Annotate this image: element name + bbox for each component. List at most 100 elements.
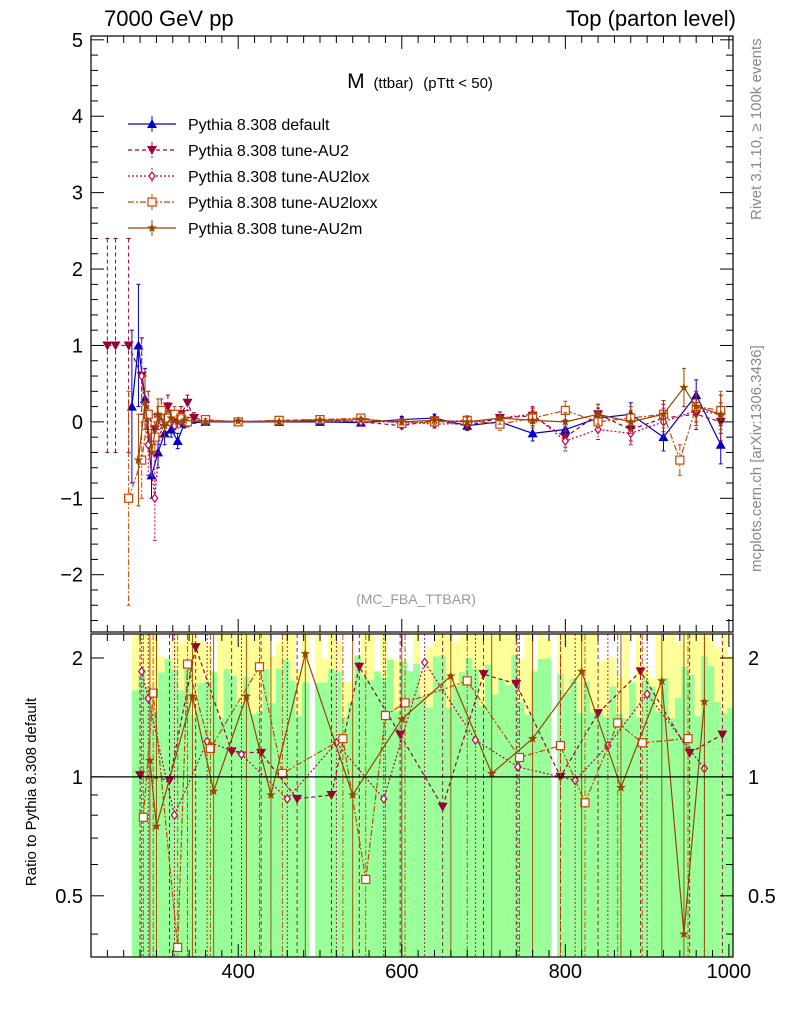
data-point — [172, 416, 183, 426]
ratio-point — [635, 667, 646, 677]
legend-label: Pythia 8.308 tune-AU2loxx — [188, 195, 377, 212]
ratio-point — [170, 810, 179, 821]
band-stat — [727, 707, 733, 957]
band-stat — [648, 686, 656, 957]
band-stat — [668, 718, 676, 957]
ratio-point — [208, 786, 219, 796]
band-stat — [602, 716, 611, 957]
legend-label: Pythia 8.308 tune-AU2 — [188, 143, 349, 160]
ratio-point — [400, 698, 410, 708]
band-stat — [328, 669, 336, 957]
y-tick-label: 2 — [72, 259, 83, 281]
ratio-point — [657, 675, 667, 685]
data-point — [495, 413, 505, 423]
ratio-point — [241, 691, 252, 701]
band-stat — [288, 680, 296, 957]
ratio-point — [226, 747, 237, 757]
ratio-point — [348, 790, 358, 799]
ratio-point — [699, 696, 710, 706]
ratio-y-tick-label: 1 — [72, 767, 83, 789]
band-stat — [426, 707, 434, 957]
ratio-y-tick-label-right: 2 — [748, 648, 759, 670]
ratio-point — [266, 790, 276, 799]
legend-marker — [147, 119, 157, 128]
band-stat — [472, 668, 480, 957]
main-frame — [90, 35, 734, 633]
data-point — [153, 447, 164, 457]
ratio-point — [616, 782, 626, 792]
y-tick-label: 1 — [72, 335, 83, 357]
band-stat — [642, 679, 650, 957]
band-stat — [537, 659, 545, 957]
band-stat — [131, 690, 139, 957]
band-stat — [445, 707, 453, 957]
band-stat — [347, 702, 355, 957]
band-stat — [524, 714, 532, 957]
band-stat — [583, 681, 591, 957]
data-point — [200, 416, 211, 426]
data-point — [691, 401, 701, 411]
ratio-point — [361, 874, 371, 885]
y-tick-label: −1 — [60, 488, 83, 510]
analysis-label: (MC_FBA_TTBAR) — [356, 591, 476, 607]
band-stat — [387, 659, 395, 957]
band-stat — [694, 716, 702, 957]
ratio-y-tick-label: 0.5 — [55, 886, 83, 908]
uncertainty-band — [131, 634, 733, 957]
ratio-point — [354, 662, 365, 672]
x-tick-label: 800 — [549, 961, 582, 983]
data-point — [679, 382, 689, 392]
y-tick-label: 5 — [72, 30, 83, 52]
data-point — [156, 405, 166, 416]
band-stat — [544, 658, 552, 957]
band-stat — [158, 672, 166, 957]
band-stat — [380, 677, 388, 957]
data-point — [658, 409, 669, 419]
y-tick-label: 4 — [72, 106, 83, 128]
main-series — [102, 237, 726, 606]
band-stat — [707, 665, 715, 957]
data-point — [110, 341, 121, 351]
legend-label: Pythia 8.308 tune-AU2m — [188, 221, 362, 238]
ratio-point — [135, 771, 146, 781]
band-stat — [674, 697, 682, 957]
data-point — [102, 341, 113, 351]
band-stat — [589, 712, 597, 957]
band-stat — [491, 694, 499, 957]
band-stat — [269, 703, 277, 957]
band-stat — [321, 682, 329, 957]
data-point — [179, 415, 189, 425]
ratio-point — [446, 671, 456, 681]
ratio-point — [277, 768, 287, 779]
band-stat — [315, 682, 323, 957]
ratio-point — [283, 793, 292, 804]
band-stat — [655, 711, 663, 957]
band-stat — [629, 682, 637, 957]
band-stat — [465, 658, 473, 957]
ratio-point — [173, 942, 183, 953]
ratio-point — [205, 743, 216, 754]
legend: Pythia 8.308 default Pythia 8.308 tune-AU… — [128, 116, 377, 238]
ratio-point — [555, 741, 566, 751]
data-point — [146, 447, 157, 457]
data-point — [189, 414, 200, 424]
data-point — [397, 416, 407, 426]
band-stat — [720, 712, 728, 957]
ratio-point — [138, 812, 148, 822]
data-point — [123, 341, 134, 351]
ratio-series-2 — [138, 634, 693, 957]
ratio-point — [380, 710, 391, 721]
band-stat — [432, 656, 440, 957]
ratio-point — [326, 790, 337, 800]
ratio-point — [187, 691, 198, 701]
band-stat — [249, 714, 257, 957]
legend-entry-2: Pythia 8.308 tune-AU2lox — [128, 168, 369, 186]
legend-marker — [148, 171, 156, 181]
data-point — [356, 414, 366, 424]
legend-entry-4: Pythia 8.308 tune-AU2m — [128, 220, 362, 238]
ratio-point — [514, 761, 522, 772]
band-stat — [419, 696, 427, 957]
ratio-point — [613, 718, 623, 728]
data-point — [126, 401, 137, 411]
legend-entry-3: Pythia 8.308 tune-AU2loxx — [128, 194, 377, 212]
